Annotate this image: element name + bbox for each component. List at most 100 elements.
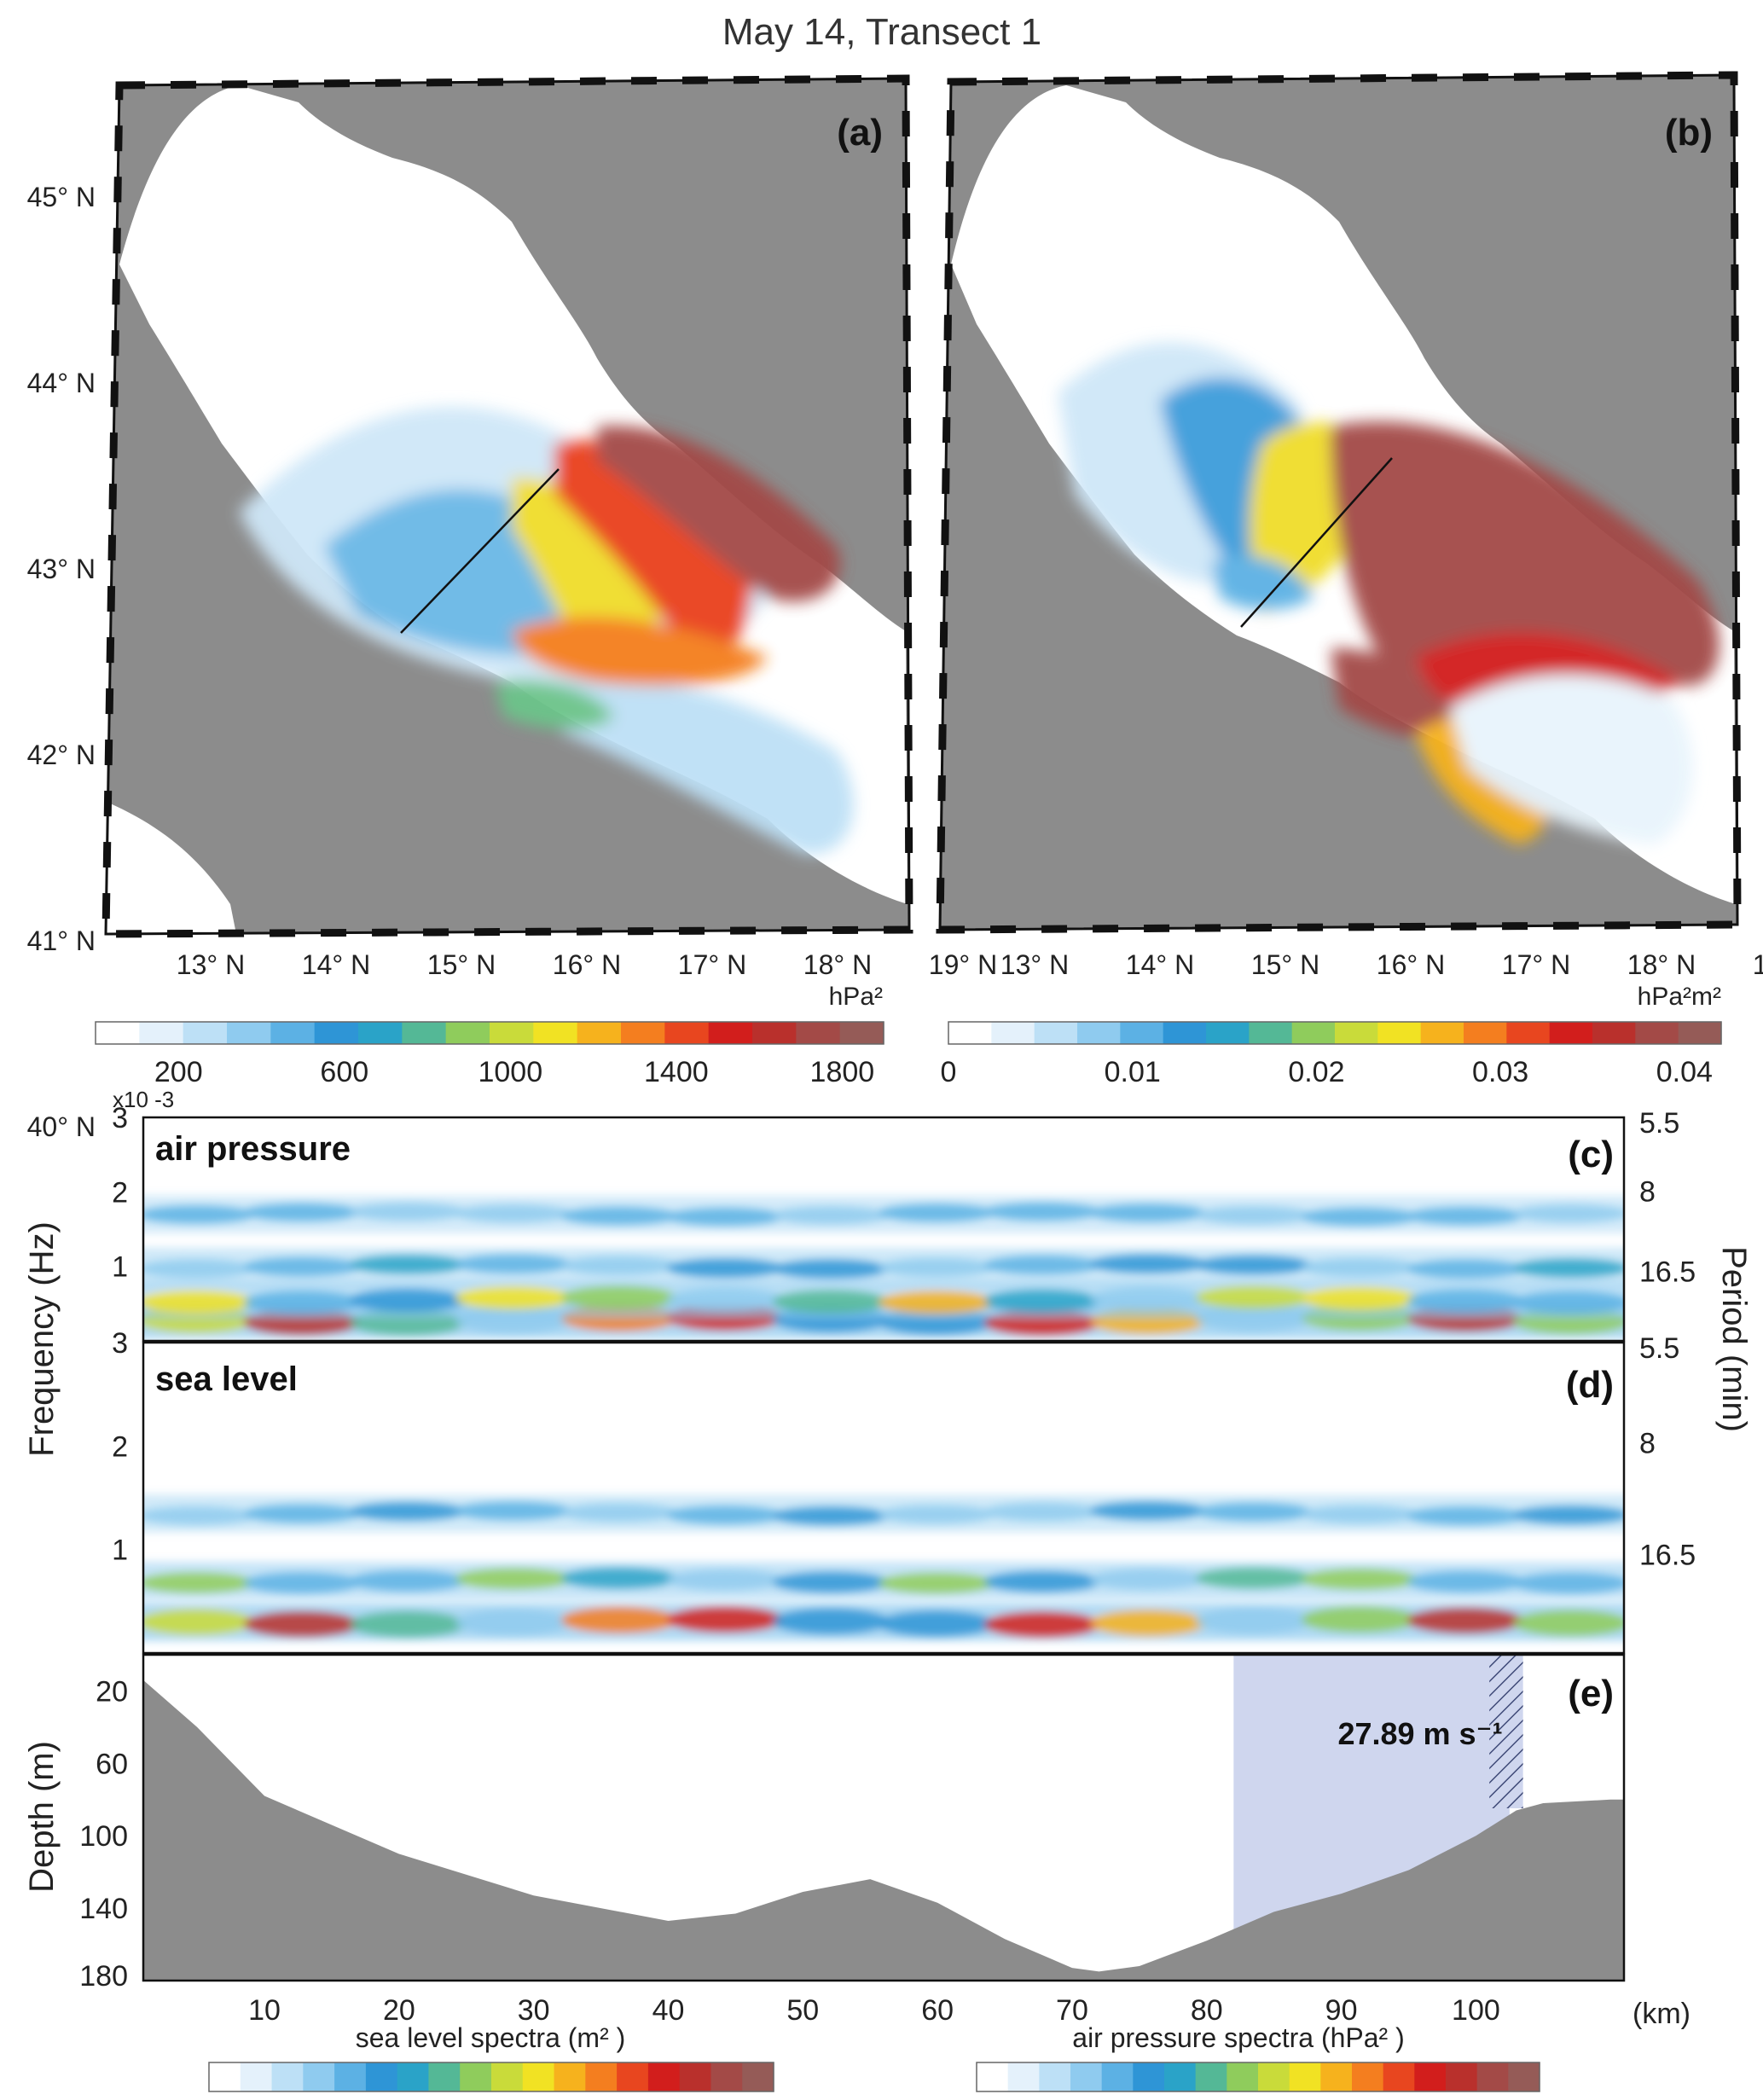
colorbar-tick-label: 1000 xyxy=(478,1056,542,1088)
spectra-cell xyxy=(1089,1204,1207,1222)
spectra-cell xyxy=(143,1290,255,1314)
colorbar-swatch xyxy=(1007,2062,1040,2091)
spectra-cell xyxy=(1089,1569,1207,1590)
lon-tick-label: 18° N xyxy=(1627,949,1696,980)
spectra-cell xyxy=(983,1202,1101,1221)
colorbar-border xyxy=(948,1021,1722,1045)
spectra-cell xyxy=(983,1611,1101,1638)
spectra-cell xyxy=(243,1256,361,1277)
colorbar-swatch xyxy=(710,2062,743,2091)
spectra-cell xyxy=(455,1254,572,1273)
spectra-cell xyxy=(1089,1254,1207,1273)
spectra-cell xyxy=(1301,1569,1418,1590)
distance-tick-label: 60 xyxy=(921,1994,954,2027)
panel-label-d: (d) xyxy=(1566,1364,1614,1406)
y-ticks-d: 1 2 3 xyxy=(112,1327,128,1567)
air-pressure-colorbar xyxy=(976,2062,1540,2092)
spectra-cell xyxy=(772,1571,890,1593)
y-ticks-e: 20 60 100 140 180 xyxy=(79,1675,128,1993)
colorbar-swatch xyxy=(977,2062,1009,2091)
distance-tick-label: 80 xyxy=(1191,1994,1223,2027)
colorbar-swatch xyxy=(1164,2062,1197,2091)
colorbar-b-ticks: 0 0.01 0.02 0.03 0.04 xyxy=(941,1056,1713,1088)
spectra-cell xyxy=(560,1567,678,1589)
spectra-cell xyxy=(560,1256,678,1276)
colorbar-swatch xyxy=(1352,2062,1384,2091)
speed-label: 27.89 m s⁻¹ xyxy=(1337,1716,1502,1751)
colorbar-swatch xyxy=(1464,1022,1507,1044)
spectra-cell xyxy=(666,1505,784,1525)
transect-line-b xyxy=(1240,457,1393,628)
spectra-cell xyxy=(349,1502,467,1521)
period-ticks-d: 5.5 8 16.5 xyxy=(1639,1332,1696,1572)
panel-label-a: (a) xyxy=(837,112,883,154)
colorbar-tick-label: 0.02 xyxy=(1288,1056,1344,1088)
spectra-cell xyxy=(1195,1607,1313,1634)
colorbar-swatch xyxy=(227,1022,271,1044)
spectra-cell xyxy=(1301,1257,1418,1278)
spectra-cell xyxy=(666,1258,784,1278)
spectra-cell xyxy=(983,1570,1101,1592)
colorbar-swatch xyxy=(334,2062,367,2091)
spectra-cell xyxy=(1195,1255,1313,1275)
lon-tick-label: 15° N xyxy=(1251,949,1319,980)
colorbar-swatch xyxy=(664,1022,710,1044)
spectra-cell xyxy=(1406,1570,1524,1592)
spectra-cell xyxy=(560,1606,678,1633)
spectra-cell xyxy=(1301,1606,1418,1633)
spectra-cell xyxy=(349,1203,467,1221)
colorbar-swatch xyxy=(522,2062,555,2091)
colorbar-swatch xyxy=(585,2062,618,2091)
spectra-cell xyxy=(143,1609,255,1635)
spectra-cell xyxy=(1301,1207,1418,1227)
panel-c-name: air pressure xyxy=(155,1130,351,1168)
sea-level-colorbar xyxy=(208,2062,774,2092)
spectra-cell xyxy=(666,1606,784,1633)
spectra-cell xyxy=(143,1259,255,1279)
colorbar-swatch xyxy=(428,2062,461,2091)
colorbar-swatch xyxy=(1249,1022,1293,1044)
spectra-cell xyxy=(1195,1285,1313,1309)
lon-tick-label: 14° N xyxy=(302,949,370,980)
spectra-cell xyxy=(878,1204,995,1222)
spectra-cell xyxy=(1301,1505,1418,1524)
period-axis-label: Period (min) xyxy=(1715,1246,1753,1432)
spectra-d xyxy=(143,1494,1624,1641)
bathymetry-profile xyxy=(143,1679,1624,1981)
colorbar-swatch xyxy=(1335,1022,1378,1044)
freq-tick-label: 2 xyxy=(112,1176,128,1209)
colorbar-swatch xyxy=(1163,1022,1207,1044)
spectra-cell xyxy=(455,1609,572,1636)
spectra-c xyxy=(143,1195,1624,1339)
spectra-cell xyxy=(878,1291,995,1314)
colorbar-swatch xyxy=(358,1022,403,1044)
spectra-cell xyxy=(666,1569,784,1591)
spectra-cell xyxy=(143,1205,255,1224)
colorbar-swatch xyxy=(1133,2062,1165,2091)
spectra-cell xyxy=(772,1206,890,1225)
colorbar-tick-label: 0.01 xyxy=(1105,1056,1161,1088)
colorbar-tick-label: 600 xyxy=(320,1056,368,1088)
colorbar-swatch xyxy=(445,1022,490,1044)
colorbar-swatch xyxy=(948,1022,992,1044)
spectra-cell xyxy=(1512,1505,1624,1525)
colorbar-swatch xyxy=(491,2062,524,2091)
colorbar-b-unit: hPa²m² xyxy=(1638,983,1721,1011)
spectra-cell xyxy=(666,1287,784,1311)
spectra-cell xyxy=(1512,1204,1624,1223)
colorbar-swatch xyxy=(991,1022,1035,1044)
lon-tick-label: 19° N xyxy=(929,949,997,980)
spectra-cell xyxy=(1089,1286,1207,1310)
colorbar-a-unit: hPa² xyxy=(829,983,883,1011)
colorbar-swatch xyxy=(1039,2062,1071,2091)
lon-tick-label: 14° N xyxy=(1126,949,1194,980)
depth-tick-label: 60 xyxy=(96,1748,128,1780)
spectra-cell xyxy=(1406,1206,1524,1226)
colorbar-swatch xyxy=(752,1022,797,1044)
colorbar-swatch xyxy=(490,1022,534,1044)
spectra-cell xyxy=(349,1610,467,1638)
colorbar-tick-label: 1800 xyxy=(810,1056,875,1088)
colorbar-swatch xyxy=(1077,1022,1121,1044)
spectra-cell xyxy=(772,1290,890,1314)
spectra-cell xyxy=(1406,1506,1524,1526)
